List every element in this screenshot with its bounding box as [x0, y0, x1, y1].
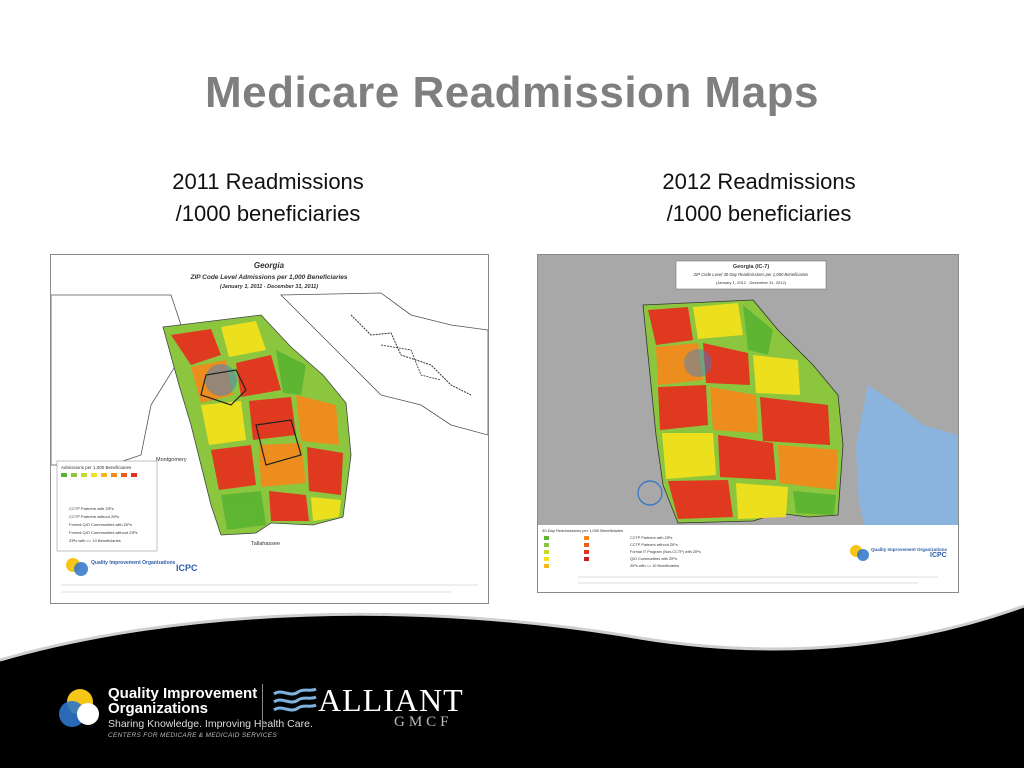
map-2012-qio-logo: Quality Improvement Organizations [850, 545, 948, 561]
map-2011-city-montgomery: Montgomery [156, 457, 187, 463]
footer-divider [262, 684, 263, 730]
caption-2012-line1: 2012 Readmissions [662, 169, 856, 194]
map-2012-legend-title: 30-Day Readmissions per 1,000 Beneficiar… [542, 528, 623, 533]
caption-2011: 2011 Readmissions /1000 beneficiaries [118, 166, 418, 230]
map-2012-legend-item1: CCTP Partners with ZIPs [630, 536, 672, 540]
svg-text:Quality Improvement Organizati: Quality Improvement Organizations [871, 547, 948, 552]
map-2011-legend-title: Admissions per 1,000 Beneficiaries [61, 465, 132, 470]
map-2011-legend-item5: ZIPs with <= 10 Beneficiaries [69, 538, 121, 543]
map-2012-legend-item4: QIO Communities with ZIPs [630, 557, 677, 561]
alliant-wave-icon [273, 687, 317, 712]
caption-2012-line2: /1000 beneficiaries [666, 201, 852, 226]
gmcf-logo-text: GMCF [394, 714, 453, 730]
map-2011-legend-item2: CCTP Partners without ZIPs [69, 514, 119, 519]
map-2011-legend-item1: CCTP Partners with ZIPs [69, 506, 114, 511]
map-2012-title1: Georgia (IC-7) [733, 264, 770, 270]
qio-tagline: Sharing Knowledge. Improving Health Care… [108, 718, 313, 730]
map-2012-legend-item5: ZIPs with <= 10 Beneficiaries [630, 564, 679, 568]
map-2011-city-tallahassee: Tallahassee [251, 541, 280, 547]
qio-logo-icon [59, 689, 99, 727]
qio-line2: Organizations [108, 700, 209, 717]
map-2012-icpc-logo: ICPC [930, 552, 947, 559]
caption-2012: 2012 Readmissions /1000 beneficiaries [609, 166, 909, 230]
map-2011-icpc-logo: ICPC [176, 563, 198, 573]
map-2011-legend-item3: Formal QIO Communities with ZIPs [69, 522, 132, 527]
map-2011-legend: Admissions per 1,000 Beneficiaries CCTP … [56, 460, 158, 552]
slide-title: Medicare Readmission Maps [204, 68, 820, 117]
map-2012-title2: ZIP Code Level 30-Day Readmissions per 1… [693, 272, 810, 277]
map-2012-title3: (January 1, 2012 - December 31, 2012) [716, 280, 787, 285]
map-2012-legend-item2: CCTP Partners without ZIPs [630, 543, 678, 547]
map-2011-title3: (January 1, 2011 - December 31, 2011) [220, 284, 318, 290]
map-2011-title2: ZIP Code Level Admissions per 1,000 Bene… [189, 274, 347, 281]
qio-sub: CENTERS FOR MEDICARE & MEDICAID SERVICES [108, 732, 277, 739]
map-2012: Georgia (IC-7) ZIP Code Level 30-Day Rea… [537, 254, 959, 593]
map-2011-title1: Georgia [254, 261, 285, 270]
map-2011-qio-logo: Quality Improvement Organizations [66, 558, 176, 576]
map-2012-legend-item3: Formal IT Program (Non-CCTP) with ZIPs [630, 550, 701, 554]
caption-2011-line2: /1000 beneficiaries [175, 201, 361, 226]
map-2011: Georgia ZIP Code Level Admissions per 1,… [50, 254, 489, 604]
qio-line1: Quality Improvement [108, 685, 258, 702]
footer-swoosh [0, 604, 1024, 768]
map-2012-legend: 30-Day Readmissions per 1,000 Beneficiar… [542, 528, 701, 568]
caption-2011-line1: 2011 Readmissions [172, 169, 364, 194]
alliant-logo-text: ALLIANT [318, 682, 464, 718]
qio-footer-logo: Quality Improvement Organizations Sharin… [108, 686, 313, 740]
svg-text:Quality Improvement Organizati: Quality Improvement Organizations [91, 560, 176, 566]
map-2011-legend-item4: Formal QIO Communities without ZIPs [69, 530, 137, 535]
